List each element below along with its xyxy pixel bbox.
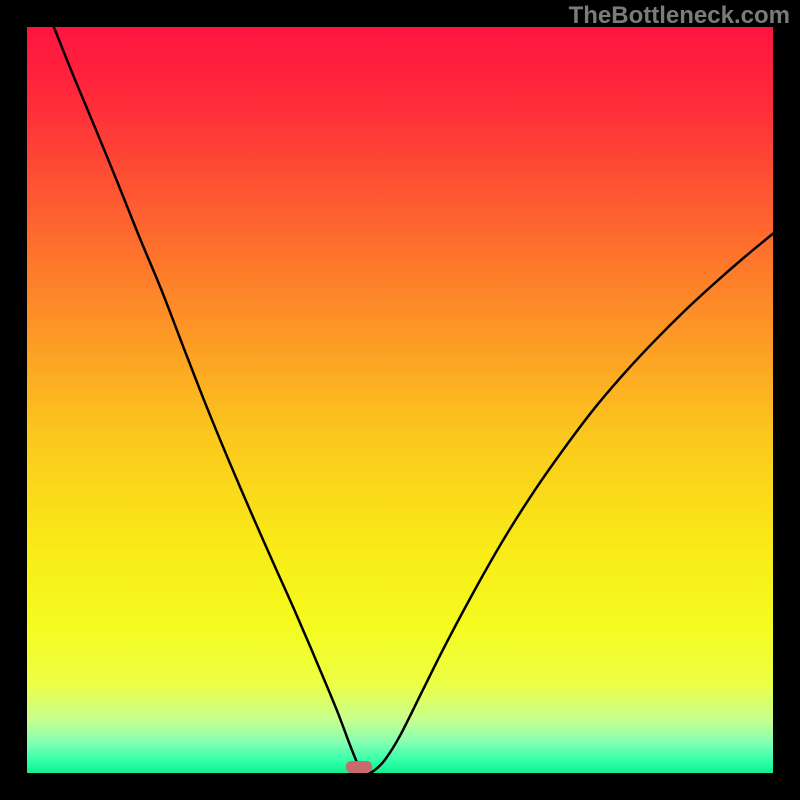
bottleneck-chart-svg	[27, 27, 773, 773]
chart-frame: TheBottleneck.com	[0, 0, 800, 800]
watermark-text: TheBottleneck.com	[569, 2, 790, 30]
minimum-marker	[346, 761, 373, 773]
plot-area	[27, 27, 773, 773]
gradient-background	[27, 27, 773, 773]
